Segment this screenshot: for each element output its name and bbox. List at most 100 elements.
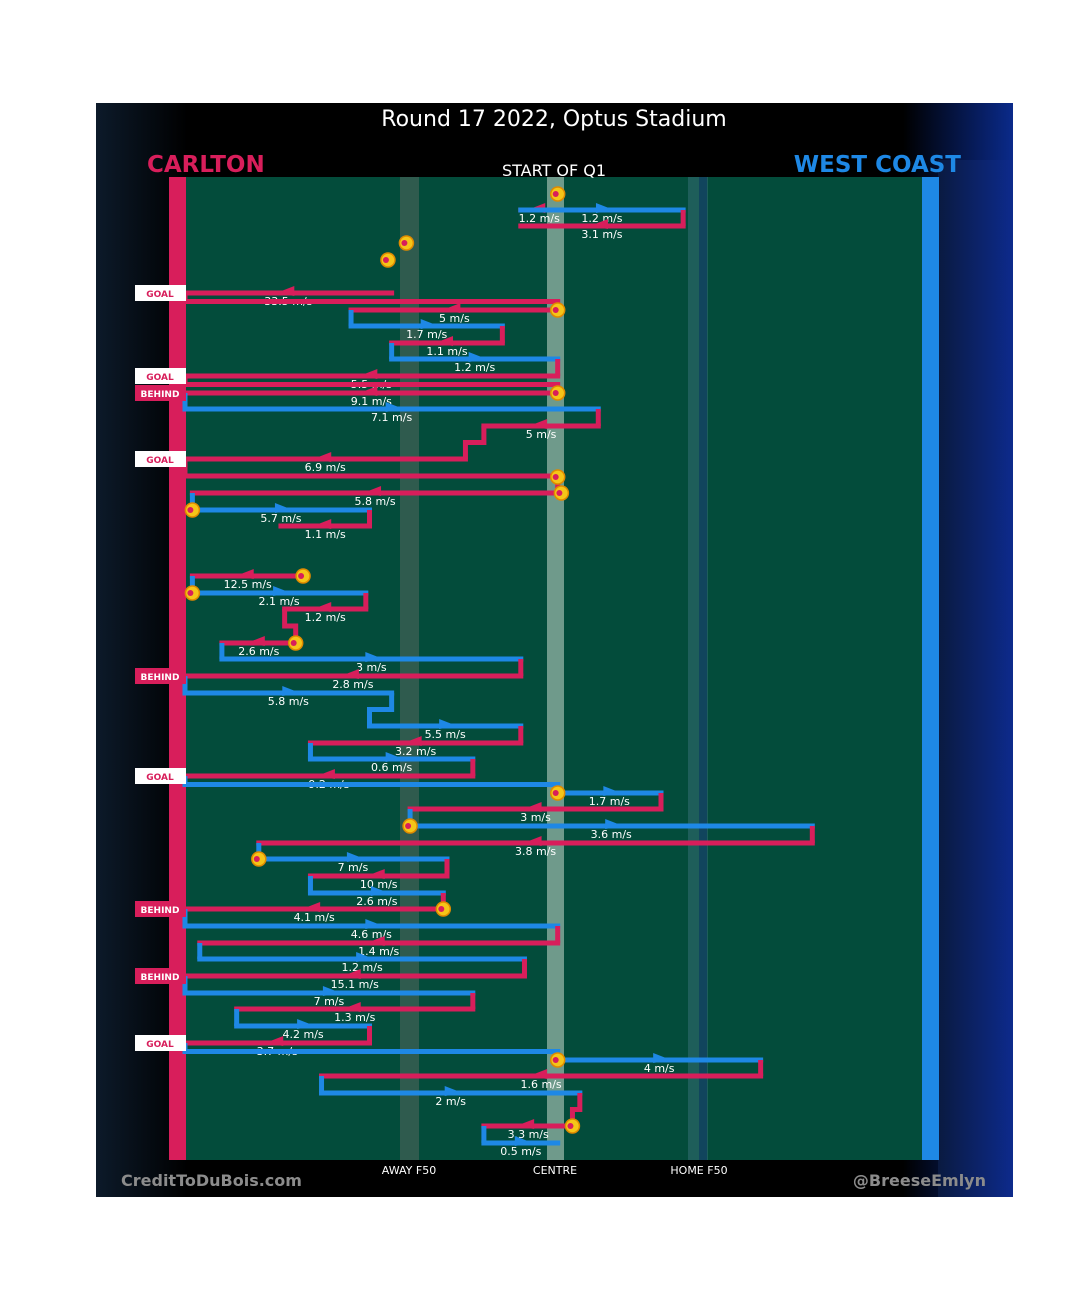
chain-connector [462, 426, 487, 459]
right-team-name: WEST COAST [794, 152, 962, 178]
stoppage-marker-dot [401, 240, 408, 246]
goal-tag-label: GOAL [146, 373, 174, 383]
chain-arrow [274, 503, 293, 513]
speed-label: 7.1 m/s [371, 411, 412, 424]
speed-label: 6.9 m/s [305, 461, 346, 474]
speed-label: 3 m/s [356, 661, 387, 674]
speed-label: 1.1 m/s [305, 528, 346, 541]
chain-arrow [385, 402, 404, 412]
chart-title: Round 17 2022, Optus Stadium [381, 107, 726, 132]
x-tick-centre: CENTRE [533, 1164, 577, 1177]
speed-label: 3.6 m/s [591, 828, 632, 841]
chain-arrow [439, 719, 458, 729]
speed-label: 10 m/s [360, 878, 398, 891]
right-side-panel [938, 160, 1013, 1197]
stoppage-marker-dot [405, 823, 412, 829]
speed-label: 0.5 m/s [500, 1145, 541, 1158]
stoppage-marker-dot [290, 640, 297, 646]
speed-label: 0.6 m/s [371, 761, 412, 774]
speed-label: 1.4 m/s [358, 945, 399, 958]
chain-connector [282, 609, 299, 643]
speed-label: 2.8 m/s [332, 678, 373, 691]
quarter-label: START OF Q1 [502, 161, 606, 180]
speed-label: 2 m/s [435, 1095, 466, 1108]
chain-arrow [366, 869, 385, 879]
stoppage-marker-dot [552, 1057, 559, 1063]
goal-tag-label: GOAL [146, 456, 174, 466]
speed-label: 3.3 m/s [508, 1128, 549, 1141]
speed-label: 1.2 m/s [454, 361, 495, 374]
chain-arrow [365, 919, 384, 929]
chain-arrow [366, 936, 385, 946]
chain-arrow [313, 452, 332, 462]
speed-label: 4.1 m/s [294, 911, 335, 924]
outcomes-layer: GOAL GOAL BEHIND GOAL BEHIND GOAL BEHIND BEHIND… [135, 285, 186, 1051]
behind-tag [135, 668, 186, 684]
westcoast-goal-bar [922, 177, 939, 1160]
chain-arrow [434, 336, 453, 346]
stoppage-marker-dot [552, 790, 559, 796]
stoppage-marker-dot [438, 906, 445, 912]
chain-arrow [653, 1053, 672, 1063]
speed-label: 1.2 m/s [581, 212, 622, 225]
credit-left: CreditToDuBois.com [121, 1171, 302, 1190]
stoppage-marker-dot [382, 257, 389, 263]
speed-label: 1.1 m/s [426, 345, 467, 358]
speed-label: 1.2 m/s [305, 611, 346, 624]
speed-label: 5.8 m/s [354, 495, 395, 508]
speed-label: 1.6 m/s [521, 1078, 562, 1091]
goal-tag-label: GOAL [146, 1040, 174, 1050]
stoppage-marker-dot [187, 507, 194, 513]
chain-arrow [442, 303, 461, 313]
stoppage-marker-dot [253, 856, 260, 862]
chain-arrow [523, 836, 542, 846]
chain-arrow [276, 286, 295, 296]
behind-tag-label: BEHIND [141, 673, 180, 683]
speed-label: 5 m/s [526, 428, 557, 441]
speed-label: 2.1 m/s [259, 595, 300, 608]
goal-tag [135, 1035, 186, 1051]
stoppage-marker-dot [556, 490, 563, 496]
behind-tag [135, 385, 186, 401]
chain-arrow [342, 1002, 361, 1012]
chain-arrow [403, 736, 422, 746]
speed-label: 1.3 m/s [334, 1011, 375, 1024]
chain-arrow [529, 1069, 548, 1079]
chain-arrow [385, 752, 404, 762]
stoppage-marker-dot [567, 1123, 574, 1129]
stoppage-marker-dot [298, 573, 305, 579]
chain-arrow [516, 1119, 535, 1129]
speed-label: 7 m/s [338, 861, 369, 874]
credit-right: @BreeseEmlyn [853, 1171, 986, 1190]
chain-arrow [297, 1019, 316, 1029]
goal-tag [135, 451, 186, 467]
chain-arrow [235, 569, 254, 579]
chain-arrow [313, 519, 332, 529]
chain-arrow [273, 586, 292, 596]
behind-tag-label: BEHIND [141, 973, 180, 983]
goal-tag-label: GOAL [146, 773, 174, 783]
speed-label: 1.7 m/s [406, 328, 447, 341]
speed-label: 5 m/s [439, 312, 470, 325]
chain-arrow [340, 669, 359, 679]
chain-connector [367, 693, 395, 726]
speed-label: 4.6 m/s [351, 928, 392, 941]
speed-label: 3.8 m/s [515, 845, 556, 858]
behind-tag [135, 968, 186, 984]
speed-label: 2.6 m/s [356, 895, 397, 908]
away-f50-band [400, 177, 419, 1160]
chain-arrow [282, 686, 301, 696]
speed-label: 1.2 m/s [519, 212, 560, 225]
chain-arrow [370, 886, 389, 896]
chain-arrow [589, 219, 608, 229]
chain-arrow [468, 352, 487, 362]
speed-label: 1.7 m/s [589, 795, 630, 808]
speed-label: 7 m/s [314, 995, 345, 1008]
chain-arrow [342, 969, 361, 979]
speed-label: 5.7 m/s [260, 512, 301, 525]
speed-label: 1.2 m/s [342, 961, 383, 974]
chain-arrow [523, 802, 542, 812]
speed-label: 4.2 m/s [283, 1028, 324, 1041]
chain-arrow [302, 902, 321, 912]
